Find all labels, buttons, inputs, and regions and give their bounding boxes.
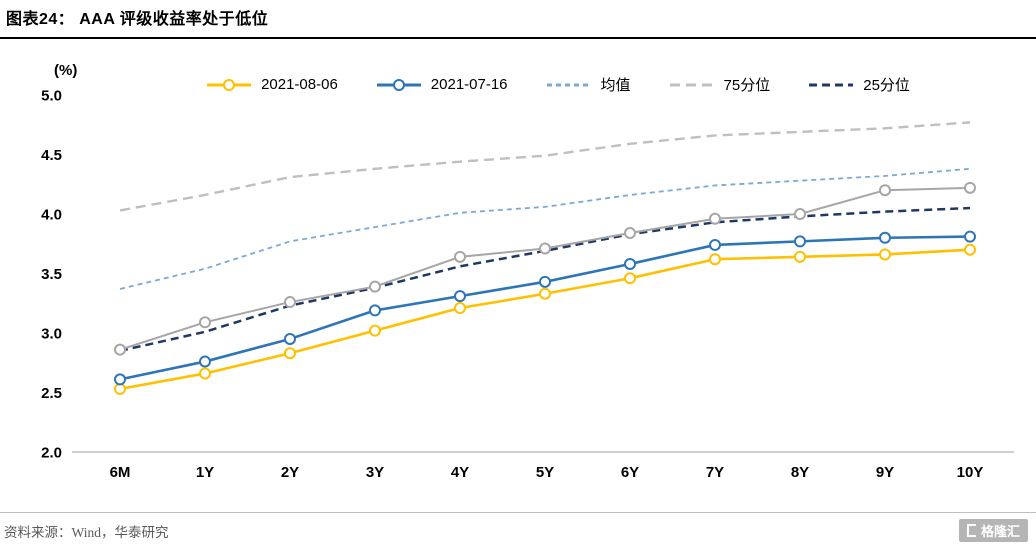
chart-title: 图表24： AAA 评级收益率处于低位: [0, 5, 1036, 39]
x-tick-label: 8Y: [791, 464, 809, 481]
series-marker-s-2021-07-16: [114, 373, 126, 386]
legend-marker: [223, 78, 236, 91]
gelonghui-logo: 格隆汇: [958, 519, 1028, 542]
x-tick-label: 10Y: [957, 464, 984, 481]
series-marker-s-2021-08-06: [539, 287, 551, 300]
x-tick-label: 3Y: [366, 464, 384, 481]
legend-label: 25分位: [863, 77, 910, 94]
legend-item-s-p75: 75分位: [669, 74, 771, 95]
series-line-s-gray-unlabeled: [119, 186, 971, 351]
y-tick-label: 5.0: [41, 88, 62, 105]
series-marker-s-2021-07-16: [539, 275, 551, 288]
series-marker-s-2021-07-16: [624, 257, 636, 270]
series-marker-s-gray-unlabeled: [964, 181, 976, 194]
footer-divider: [0, 512, 1036, 513]
x-tick-label: 2Y: [281, 464, 299, 481]
legend-label: 均值: [600, 77, 631, 94]
x-tick-label: 1Y: [196, 464, 214, 481]
y-tick-label: 4.0: [41, 207, 62, 224]
series-marker-s-2021-07-16: [369, 304, 381, 317]
legend-swatch: [546, 83, 591, 86]
series-marker-s-2021-08-06: [114, 382, 126, 395]
legend-swatch: [207, 78, 252, 91]
y-tick-label: 3.0: [41, 326, 62, 343]
series-marker-s-2021-08-06: [369, 324, 381, 337]
series-marker-s-2021-07-16: [879, 231, 891, 244]
x-tick-label: 7Y: [706, 464, 724, 481]
y-tick-label: 2.0: [41, 445, 62, 462]
logo-text: 格隆汇: [980, 524, 1020, 539]
series-marker-s-2021-08-06: [794, 250, 806, 263]
series-marker-s-2021-08-06: [879, 248, 891, 261]
x-tick-label: 9Y: [876, 464, 894, 481]
y-axis-unit-label: (%): [54, 62, 78, 79]
legend-item-s-mean: 均值: [546, 74, 631, 95]
series-line-s-p75: [119, 121, 971, 212]
x-tick-label: 5Y: [536, 464, 554, 481]
legend-item-s-p25: 25分位: [808, 74, 910, 95]
series-marker-s-2021-07-16: [284, 332, 296, 345]
series-marker-s-gray-unlabeled: [879, 184, 891, 197]
series-marker-s-gray-unlabeled: [539, 242, 551, 255]
series-marker-s-2021-08-06: [709, 253, 721, 266]
x-tick-label: 6M: [110, 464, 131, 481]
series-marker-s-2021-08-06: [199, 367, 211, 380]
y-tick-label: 4.5: [41, 147, 62, 164]
series-marker-s-2021-08-06: [964, 243, 976, 256]
series-marker-s-2021-07-16: [199, 355, 211, 368]
logo-bracket-icon: [966, 524, 976, 537]
x-tick-label: 6Y: [621, 464, 639, 481]
series-marker-s-gray-unlabeled: [794, 208, 806, 220]
source-note: 资料来源：Wind，华泰研究: [4, 524, 169, 540]
legend-swatch: [809, 83, 854, 86]
legend-label: 75分位: [723, 77, 771, 94]
series-marker-s-2021-07-16: [964, 230, 976, 243]
y-tick-label: 3.5: [41, 266, 62, 283]
series-marker-s-gray-unlabeled: [284, 296, 296, 309]
series-marker-s-2021-08-06: [284, 347, 296, 360]
legend-item-s-2021-07-16: 2021-07-16: [376, 76, 508, 93]
legend-item-s-2021-08-06: 2021-08-06: [206, 76, 338, 93]
series-marker-s-gray-unlabeled: [709, 212, 721, 225]
series-line-s-mean: [119, 167, 971, 290]
line-chart: 2.0 2.5 3.0 3.5 4.0 4.5 5.0 6M 1Y 2Y 3Y 4Y 5Y 6Y 7Y 8Y 9…: [41, 88, 1014, 481]
chart-legend: 2021-08-06 2021-07-16 均值 75分位 25分位: [110, 74, 1006, 95]
series-marker-s-gray-unlabeled: [114, 343, 126, 356]
legend-label: 2021-08-06: [261, 76, 338, 93]
legend-marker: [392, 78, 405, 91]
series-marker-s-2021-08-06: [454, 302, 466, 315]
series-marker-s-gray-unlabeled: [624, 227, 636, 240]
series-marker-s-gray-unlabeled: [199, 316, 211, 329]
series-marker-s-2021-07-16: [794, 235, 806, 248]
y-tick-label: 2.5: [41, 385, 62, 402]
x-tick-label: 4Y: [451, 464, 469, 481]
footer: 资料来源：Wind，华泰研究 格隆汇: [4, 519, 1028, 542]
series-marker-s-gray-unlabeled: [369, 280, 381, 293]
legend-swatch: [669, 83, 714, 86]
series-marker-s-2021-07-16: [454, 290, 466, 303]
legend-swatch: [376, 78, 421, 91]
series-marker-s-2021-07-16: [709, 238, 721, 251]
legend-label: 2021-07-16: [430, 76, 508, 93]
series-line-s-2021-07-16: [119, 235, 971, 381]
series-marker-s-2021-08-06: [624, 272, 636, 285]
series-marker-s-gray-unlabeled: [454, 250, 466, 263]
